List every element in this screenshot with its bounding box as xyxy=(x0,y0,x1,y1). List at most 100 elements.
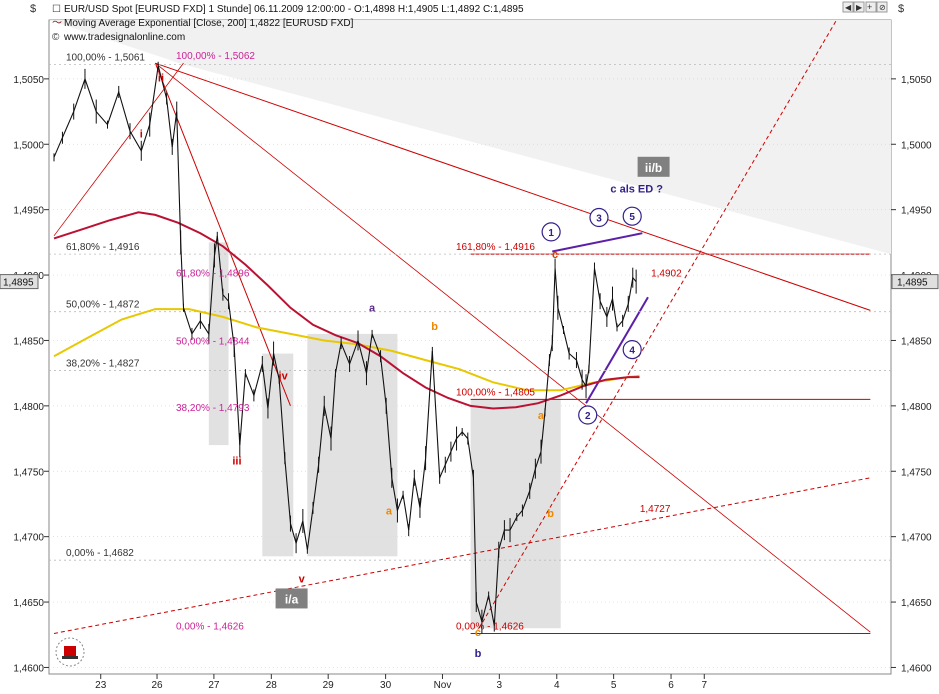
wave-upper-line xyxy=(552,232,643,253)
y-tick-label-left: 1,4850 xyxy=(13,336,44,347)
y-tick-label-left: 1,4650 xyxy=(13,598,44,609)
wave-box-label: ii/b xyxy=(645,161,662,175)
steep-dashed-line xyxy=(478,19,838,629)
wave-label: i xyxy=(140,129,143,141)
lower-dashed-line xyxy=(53,477,871,634)
x-tick-label: 5 xyxy=(611,680,617,691)
wave-label: b xyxy=(475,648,482,660)
wave-label: b xyxy=(547,508,554,520)
wave-circle xyxy=(589,207,609,228)
y-tick-label-left: 1,4950 xyxy=(13,206,44,217)
wave-label: v xyxy=(299,573,306,585)
wave-label: c xyxy=(552,249,558,261)
wave-label: a xyxy=(386,505,393,517)
wave-box-label: i/a xyxy=(285,592,299,606)
wave-circle-label: 5 xyxy=(629,212,635,223)
y-tick-label-left: 1,4600 xyxy=(13,663,44,674)
current-price-tag-left xyxy=(0,274,39,290)
wave-circle-label: 1 xyxy=(548,228,554,239)
fib-mid-label: 100,00% - 1,5062 xyxy=(176,51,255,62)
wave-circle xyxy=(622,206,642,226)
current-price-tag-right xyxy=(891,274,939,290)
wave-label: a xyxy=(369,303,376,315)
y-tick-label-right: 1,4600 xyxy=(901,663,932,674)
y-tick-label-right: 1,5000 xyxy=(901,140,932,151)
fib-right-label: 100,00% - 1,4805 xyxy=(456,387,535,398)
ma-line-icon: 〜 xyxy=(52,18,62,29)
wave-i-line xyxy=(154,62,291,407)
tradesignal-logo xyxy=(55,637,85,667)
x-tick-label: 7 xyxy=(701,680,707,691)
wave-label: iv xyxy=(279,371,289,383)
fib-left-label: 100,00% - 1,5061 xyxy=(66,52,145,63)
wave-label: b xyxy=(431,321,438,333)
fib-left-label: 50,00% - 1,4872 xyxy=(66,300,140,311)
y-tick-label-right: 1,4850 xyxy=(901,336,932,347)
x-tick-label: 4 xyxy=(554,680,560,691)
collapse-icon[interactable]: ☐ xyxy=(52,4,61,15)
y-tick-label-left: 1,4800 xyxy=(13,402,44,413)
y-tick-label-right: 1,5050 xyxy=(901,75,932,86)
fib-mid-label: 38,20% - 1,4793 xyxy=(176,403,250,414)
y-tick-label-left: 1,5050 xyxy=(13,75,44,86)
x-tick-label: 26 xyxy=(151,680,163,691)
zoom-out-button[interactable] xyxy=(876,1,888,13)
zoom-out-icon: ⊘ xyxy=(879,3,886,12)
fib-mid-label: 61,80% - 1,4896 xyxy=(176,268,250,279)
x-tick-label: 29 xyxy=(323,680,335,691)
header-ma: Moving Average Exponential [Close, 200] … xyxy=(64,18,354,29)
x-tick-label: 23 xyxy=(95,680,107,691)
header-site: www.tradesignalonline.com xyxy=(63,32,185,43)
down-channel-line xyxy=(155,62,871,633)
scroll-left-button[interactable] xyxy=(842,1,854,13)
y-tick-label-right: 1,4800 xyxy=(901,402,932,413)
copyright-icon: © xyxy=(52,32,60,43)
y-tick-label-left: 1,4750 xyxy=(13,467,44,478)
fib-left-label: 0,00% - 1,4682 xyxy=(66,548,134,559)
wave-box xyxy=(208,242,229,446)
fib-right-label: 161,80% - 1,4916 xyxy=(456,242,535,253)
y-tick-label-right: 1,4700 xyxy=(901,533,932,544)
axis-symbol-left: $ xyxy=(30,3,36,15)
nav-buttons[interactable]: ◀ ▶ + ⊘ xyxy=(842,1,888,13)
wave-circle xyxy=(622,340,642,360)
fib-right-label: 0,00% - 1,4626 xyxy=(456,621,524,632)
scroll-right-icon: ▶ xyxy=(856,3,863,12)
resistance-line xyxy=(155,62,871,311)
wave-circle-label: 4 xyxy=(629,346,635,357)
x-tick-label: 27 xyxy=(208,680,220,691)
left-up-line xyxy=(53,62,184,237)
wave-label: c als ED ? xyxy=(610,184,663,196)
fib-mid-label: 0,00% - 1,4626 xyxy=(176,621,244,632)
x-tick-label: 30 xyxy=(380,680,392,691)
fib-left-label: 61,80% - 1,4916 xyxy=(66,242,140,253)
x-tick-label: 6 xyxy=(668,680,674,691)
price-label: 1,4727 xyxy=(640,504,671,515)
wave-label: ii xyxy=(158,72,164,84)
wave-label: iii xyxy=(232,456,241,468)
current-price-label-left: 1,4895 xyxy=(3,278,34,289)
scroll-right-button[interactable] xyxy=(853,1,865,13)
wave-circle xyxy=(578,405,598,425)
header-title: EUR/USD Spot [EURUSD FXD] 1 Stunde] 06.1… xyxy=(64,4,524,15)
y-tick-label-left: 1,5000 xyxy=(13,140,44,151)
wave-box xyxy=(262,353,294,557)
wave-circle-label: 3 xyxy=(596,214,602,225)
zoom-in-button[interactable] xyxy=(865,1,877,13)
price-label: 1,4902 xyxy=(651,268,682,279)
wave-circle xyxy=(541,222,561,242)
wave-label: c xyxy=(475,627,481,639)
x-tick-label: 28 xyxy=(266,680,278,691)
y-tick-label-right: 1,4950 xyxy=(901,206,932,217)
fib-mid-label: 50,00% - 1,4844 xyxy=(176,336,250,347)
y-tick-label-left: 1,4700 xyxy=(13,533,44,544)
axis-symbol-right: $ xyxy=(898,3,904,15)
zoom-in-icon: + xyxy=(867,2,872,12)
y-tick-label-right: 1,4750 xyxy=(901,467,932,478)
fib-left-label: 38,20% - 1,4827 xyxy=(66,359,140,370)
x-tick-label: 3 xyxy=(497,680,503,691)
wave-box-label-bg xyxy=(637,156,670,177)
y-tick-label-right: 1,4650 xyxy=(901,598,932,609)
wave-lower-line xyxy=(585,296,649,404)
